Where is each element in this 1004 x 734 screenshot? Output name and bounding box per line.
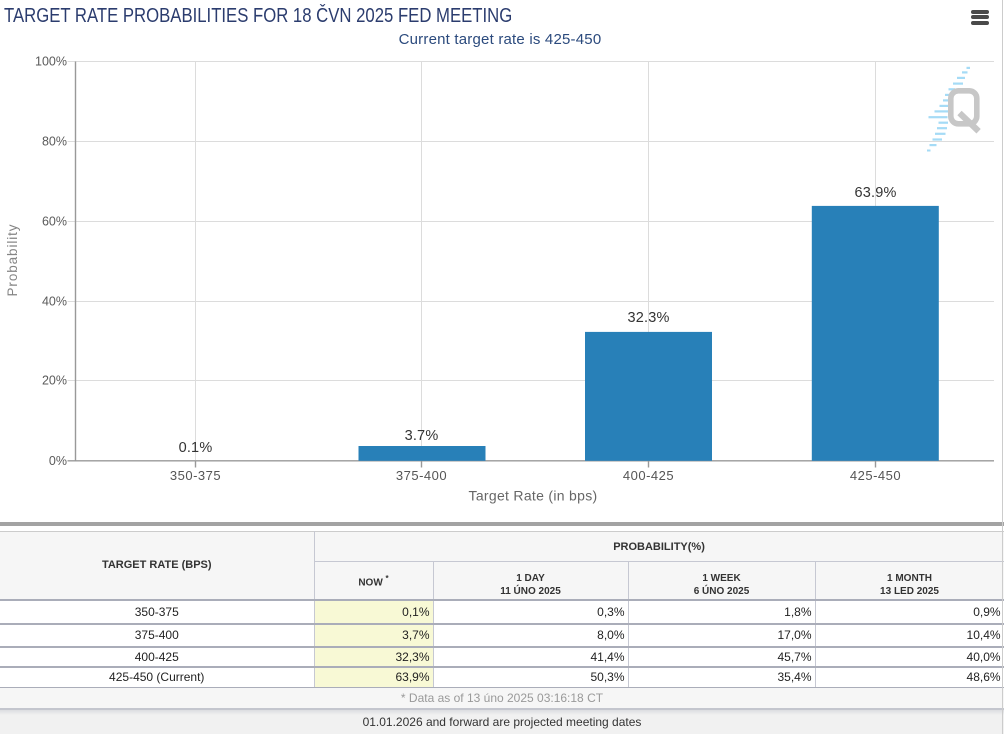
svg-text:Target Rate (in bps): Target Rate (in bps): [469, 488, 598, 504]
svg-text:0.1%: 0.1%: [179, 440, 213, 456]
svg-text:350-375: 350-375: [170, 468, 221, 483]
svg-text:400-425: 400-425: [623, 468, 674, 483]
svg-text:425-450: 425-450: [850, 468, 901, 483]
svg-text:20%: 20%: [42, 374, 67, 388]
svg-text:63.9%: 63.9%: [854, 185, 896, 201]
svg-text:0%: 0%: [49, 454, 67, 468]
svg-text:Probability: Probability: [5, 224, 20, 297]
svg-text:80%: 80%: [42, 135, 67, 149]
svg-text:100%: 100%: [35, 55, 67, 69]
svg-text:60%: 60%: [42, 215, 67, 229]
svg-text:375-400: 375-400: [396, 468, 447, 483]
svg-text:40%: 40%: [42, 295, 67, 309]
svg-text:3.7%: 3.7%: [405, 428, 439, 444]
svg-text:32.3%: 32.3%: [627, 310, 669, 326]
